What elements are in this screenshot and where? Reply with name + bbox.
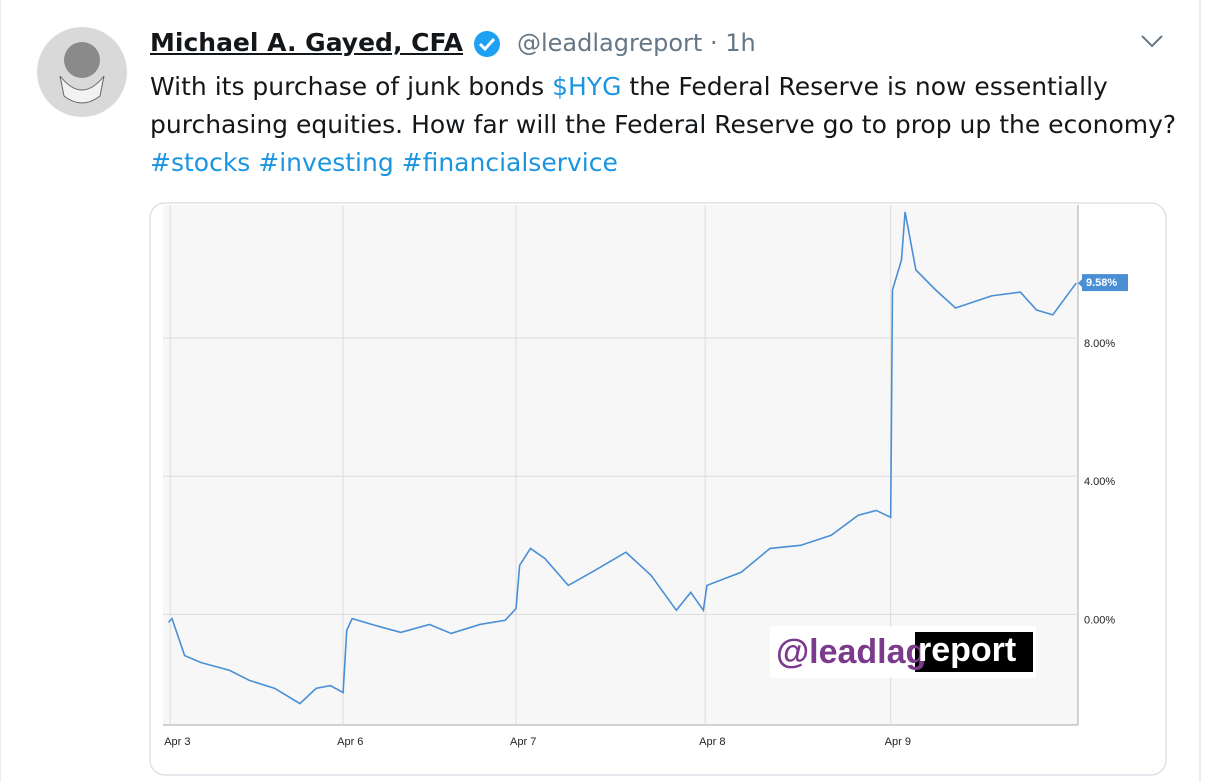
price-line xyxy=(167,211,1077,705)
text: the Federal Reserve is now essentially p… xyxy=(150,72,1177,139)
text xyxy=(394,148,402,177)
watermark-right: report xyxy=(918,631,1016,669)
separator: · xyxy=(709,29,718,57)
x-tick-label: Apr 9 xyxy=(885,736,911,748)
time[interactable]: 1h xyxy=(725,29,756,57)
tweet-text: With its purchase of junk bonds $HYG the… xyxy=(150,68,1180,182)
y-tick-label: 8.00% xyxy=(1084,338,1115,350)
handle: @leadlagreport xyxy=(517,29,703,57)
end-label-box xyxy=(1082,274,1128,292)
y-tick-label: 0.00% xyxy=(1084,614,1115,626)
verified-check xyxy=(478,37,496,52)
author-handle: @leadlagreport · 1h xyxy=(517,29,756,57)
end-label: 9.58% xyxy=(1086,277,1117,289)
author-name[interactable]: Michael A. Gayed, CFA xyxy=(150,28,464,57)
avatar-mask xyxy=(59,75,105,104)
link[interactable]: #stocks xyxy=(150,148,251,177)
avatar-head xyxy=(64,42,100,78)
link[interactable]: #financialservice xyxy=(401,148,618,177)
x-tick-label: Apr 8 xyxy=(699,736,725,748)
link[interactable]: #investing xyxy=(258,148,394,177)
menu-chevron[interactable] xyxy=(1141,35,1163,48)
y-tick-label: 4.00% xyxy=(1084,476,1115,488)
watermark-black xyxy=(915,632,1033,672)
verified-badge xyxy=(474,31,500,57)
link[interactable]: $HYG xyxy=(552,72,622,101)
x-tick-label: Apr 7 xyxy=(510,736,536,748)
end-label-arrow xyxy=(1078,278,1083,289)
text: With its purchase of junk bonds xyxy=(150,72,553,101)
x-tick-label: Apr 6 xyxy=(337,736,363,748)
x-tick-label: Apr 3 xyxy=(164,736,190,748)
watermark-left: @leadlag xyxy=(776,633,926,671)
